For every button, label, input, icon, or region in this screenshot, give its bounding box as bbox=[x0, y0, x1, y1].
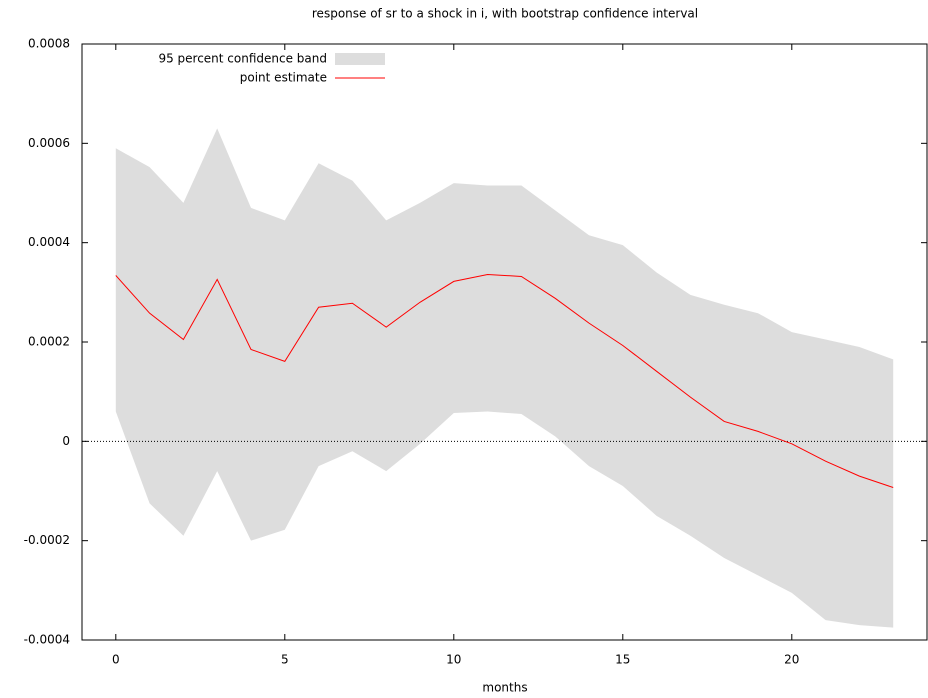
chart-title: response of sr to a shock in i, with boo… bbox=[312, 7, 698, 21]
y-tick-label: 0.0008 bbox=[28, 37, 70, 51]
y-tick-label: 0 bbox=[62, 434, 70, 448]
y-tick-label: -0.0002 bbox=[24, 533, 70, 547]
y-tick-label: -0.0004 bbox=[24, 633, 70, 647]
legend-label: point estimate bbox=[240, 71, 327, 85]
x-tick-label: 20 bbox=[784, 653, 799, 667]
x-tick-label: 15 bbox=[615, 653, 630, 667]
y-tick-label: 0.0002 bbox=[28, 335, 70, 349]
confidence-band bbox=[115, 128, 894, 628]
legend-swatch bbox=[335, 53, 385, 65]
x-tick-label: 10 bbox=[446, 653, 461, 667]
x-tick-label: 0 bbox=[112, 653, 120, 667]
y-tick-label: 0.0004 bbox=[28, 235, 70, 249]
x-axis-label: months bbox=[482, 681, 527, 695]
x-tick-label: 5 bbox=[281, 653, 289, 667]
point-estimate-line bbox=[115, 273, 894, 488]
y-tick-label: 0.0006 bbox=[28, 136, 70, 150]
legend-label: 95 percent confidence band bbox=[158, 52, 327, 66]
